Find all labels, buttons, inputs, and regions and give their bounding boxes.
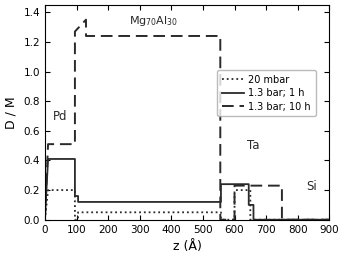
20 mbar bbox=[73, 189, 77, 192]
1.3 bar; 1 h bbox=[247, 183, 251, 186]
1.3 bar; 1 h bbox=[43, 218, 47, 221]
20 mbar bbox=[73, 218, 77, 221]
Y-axis label: D / M: D / M bbox=[5, 96, 18, 128]
1.3 bar; 1 h bbox=[219, 200, 223, 204]
20 mbar bbox=[76, 218, 80, 221]
1.3 bar; 1 h bbox=[251, 203, 256, 206]
1.3 bar; 10 h bbox=[84, 18, 88, 21]
1.3 bar; 1 h bbox=[46, 157, 50, 160]
1.3 bar; 10 h bbox=[233, 184, 237, 187]
Line: 20 mbar: 20 mbar bbox=[45, 190, 329, 220]
1.3 bar; 10 h bbox=[218, 34, 222, 37]
20 mbar bbox=[46, 189, 50, 192]
Line: 1.3 bar; 10 h: 1.3 bar; 10 h bbox=[45, 20, 329, 220]
1.3 bar; 10 h bbox=[46, 143, 50, 146]
1.3 bar; 10 h bbox=[46, 143, 50, 146]
1.3 bar; 1 h bbox=[219, 183, 223, 186]
1.3 bar; 1 h bbox=[46, 157, 50, 160]
Line: 1.3 bar; 1 h: 1.3 bar; 1 h bbox=[45, 159, 329, 220]
Legend: 20 mbar, 1.3 bar; 1 h, 1.3 bar; 10 h: 20 mbar, 1.3 bar; 1 h, 1.3 bar; 10 h bbox=[217, 70, 316, 116]
20 mbar bbox=[46, 189, 50, 192]
1.3 bar; 10 h bbox=[73, 30, 77, 33]
1.3 bar; 10 h bbox=[280, 184, 284, 187]
1.3 bar; 1 h bbox=[247, 203, 251, 206]
20 mbar bbox=[248, 189, 252, 192]
1.3 bar; 1 h bbox=[76, 200, 80, 204]
1.3 bar; 10 h bbox=[73, 143, 77, 146]
20 mbar bbox=[43, 218, 47, 221]
1.3 bar; 1 h bbox=[233, 183, 237, 186]
1.3 bar; 10 h bbox=[84, 34, 88, 37]
20 mbar bbox=[219, 218, 223, 221]
1.3 bar; 10 h bbox=[251, 184, 256, 187]
Text: Ta: Ta bbox=[247, 139, 260, 151]
20 mbar bbox=[233, 189, 237, 192]
1.3 bar; 10 h bbox=[43, 218, 47, 221]
20 mbar bbox=[233, 218, 237, 221]
1.3 bar; 10 h bbox=[43, 218, 47, 221]
1.3 bar; 1 h bbox=[73, 195, 77, 198]
Text: Mg$_{70}$Al$_{30}$: Mg$_{70}$Al$_{30}$ bbox=[129, 14, 179, 28]
1.3 bar; 1 h bbox=[73, 157, 77, 160]
1.3 bar; 1 h bbox=[233, 183, 237, 186]
20 mbar bbox=[327, 218, 331, 221]
20 mbar bbox=[248, 218, 252, 221]
1.3 bar; 1 h bbox=[251, 218, 256, 221]
20 mbar bbox=[219, 211, 223, 214]
1.3 bar; 10 h bbox=[280, 218, 284, 221]
1.3 bar; 10 h bbox=[251, 184, 256, 187]
20 mbar bbox=[76, 211, 80, 214]
X-axis label: z (Å): z (Å) bbox=[173, 240, 202, 253]
1.3 bar; 10 h bbox=[233, 218, 237, 221]
1.3 bar; 1 h bbox=[43, 218, 47, 221]
20 mbar bbox=[43, 218, 47, 221]
1.3 bar; 10 h bbox=[327, 218, 331, 221]
Text: Pd: Pd bbox=[53, 110, 67, 123]
1.3 bar; 1 h bbox=[76, 195, 80, 198]
1.3 bar; 1 h bbox=[327, 218, 331, 221]
Text: Si: Si bbox=[307, 180, 317, 193]
1.3 bar; 10 h bbox=[218, 218, 222, 221]
